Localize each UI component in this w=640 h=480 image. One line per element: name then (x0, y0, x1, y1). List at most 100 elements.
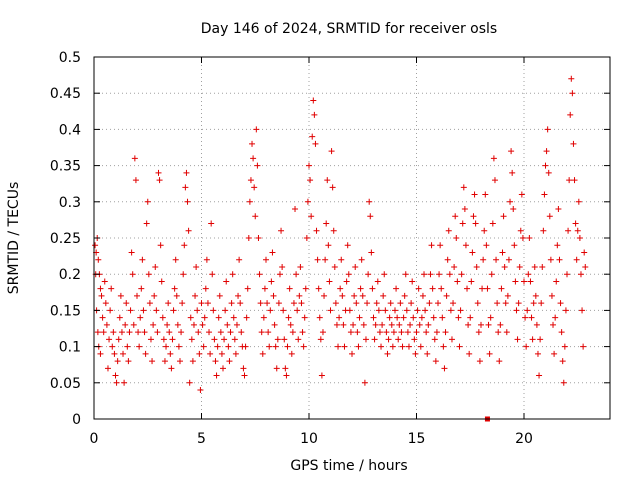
data-point (338, 256, 345, 263)
data-point (117, 292, 124, 299)
y-tick-labels: 0 0.05 0.1 0.15 0.2 0.25 0.3 0.35 0.4 0.45 0.5 (50, 50, 81, 428)
data-point (364, 300, 371, 307)
data-point (296, 292, 303, 299)
data-point (147, 336, 154, 343)
y-tick-label: 0.25 (50, 231, 81, 247)
data-point (200, 343, 207, 350)
data-point (580, 343, 587, 350)
x-tick-label: 20 (515, 431, 533, 447)
data-point (560, 379, 567, 386)
data-point (340, 321, 347, 328)
data-point (376, 329, 383, 336)
data-point (212, 358, 219, 365)
data-point (283, 372, 290, 379)
data-point (112, 372, 119, 379)
data-point (394, 314, 401, 321)
x-axis-label: GPS time / hours (290, 458, 407, 474)
y-tick-label: 0.5 (59, 50, 81, 66)
data-point (124, 343, 131, 350)
data-point (510, 206, 517, 213)
data-point (385, 336, 392, 343)
data-point (109, 343, 116, 350)
data-point (188, 336, 195, 343)
data-point (476, 358, 483, 365)
data-point (493, 256, 500, 263)
data-point (127, 307, 134, 314)
data-point (481, 227, 488, 234)
data-point (530, 300, 537, 307)
data-point (292, 206, 299, 213)
data-point (444, 256, 451, 263)
data-point (407, 321, 414, 328)
data-point (556, 256, 563, 263)
data-point (150, 321, 157, 328)
data-point (260, 314, 267, 321)
data-point (290, 300, 297, 307)
data-point (115, 336, 122, 343)
data-point (251, 184, 258, 191)
y-tick-label: 0.4 (59, 122, 81, 138)
data-point (572, 220, 579, 227)
data-point (128, 249, 135, 256)
data-point (131, 155, 138, 162)
data-point (571, 177, 578, 184)
data-point (339, 292, 346, 299)
x-tick-label: 15 (408, 431, 426, 447)
data-point (272, 343, 279, 350)
data-point (412, 350, 419, 357)
data-point (310, 97, 317, 104)
data-point (500, 213, 507, 220)
data-point (257, 300, 264, 307)
data-point (542, 162, 549, 169)
x-tick-label: 0 (90, 431, 99, 447)
y-tick-label: 0.05 (50, 376, 81, 392)
data-point (400, 314, 407, 321)
data-point (204, 300, 211, 307)
data-point (329, 184, 336, 191)
grid-layer (94, 57, 610, 419)
data-point (354, 329, 361, 336)
data-point (278, 227, 285, 234)
data-point (184, 198, 191, 205)
data-point (246, 198, 253, 205)
data-point (241, 372, 248, 379)
data-point (489, 220, 496, 227)
data-point (557, 300, 564, 307)
data-point (372, 321, 379, 328)
data-point (384, 350, 391, 357)
data-point (92, 242, 99, 249)
data-point (98, 292, 105, 299)
data-point (457, 307, 464, 314)
data-point (577, 271, 584, 278)
data-point (405, 343, 412, 350)
data-point (368, 249, 375, 256)
data-point (562, 307, 569, 314)
data-point (404, 329, 411, 336)
data-point (529, 336, 536, 343)
data-point (502, 300, 509, 307)
data-point (189, 358, 196, 365)
data-point (143, 220, 150, 227)
data-point (243, 314, 250, 321)
data-point (331, 263, 338, 270)
data-point (504, 292, 511, 299)
data-point (352, 263, 359, 270)
data-point (104, 365, 111, 372)
data-point (564, 271, 570, 278)
data-point (495, 329, 502, 336)
data-point (206, 329, 213, 336)
data-point (349, 350, 355, 357)
data-point (475, 329, 482, 336)
data-point (360, 321, 367, 328)
data-point (483, 242, 490, 249)
data-point (344, 242, 351, 249)
data-point (97, 285, 104, 292)
data-point (245, 235, 252, 241)
data-point (517, 227, 524, 234)
data-point (445, 227, 452, 234)
data-point (448, 336, 455, 343)
data-point (301, 314, 308, 321)
data-point (395, 336, 402, 343)
data-point (145, 271, 152, 278)
